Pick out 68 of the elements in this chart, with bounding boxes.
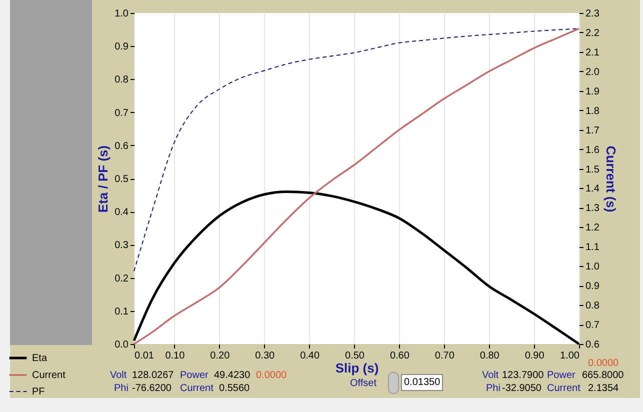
text: Power <box>180 370 208 381</box>
text: Phi <box>486 383 500 394</box>
text: Power <box>547 370 576 381</box>
x-tick-label: 0.01 <box>134 350 154 362</box>
y-tick-label: 0.0 <box>114 340 129 350</box>
x-tick-label: 0.30 <box>255 350 276 362</box>
text: Volt <box>482 370 499 381</box>
y-tick-label: 0.5 <box>114 174 129 185</box>
line-series <box>134 28 580 272</box>
y2-tick-label: 1.7 <box>586 125 600 136</box>
y-tick-label: 0.4 <box>114 207 129 218</box>
text: 0.0000 <box>588 358 619 369</box>
y-tick-label: 0.3 <box>114 240 129 252</box>
text: 128.0267 <box>132 370 174 381</box>
x-tick-label: 0.50 <box>345 350 365 362</box>
legend-label: Current <box>32 370 66 381</box>
y2-tick-label: 1.2 <box>586 222 600 234</box>
y-tick-label: 0.6 <box>114 140 129 152</box>
text: 665.8000 <box>582 370 624 381</box>
x-tick-label: 0.80 <box>480 350 500 362</box>
y-tick-label: 0.9 <box>114 42 129 53</box>
y2-tick-label: 1.0 <box>586 262 600 273</box>
y2-tick-label: 1.3 <box>586 203 600 214</box>
y-tick-label: 0.8 <box>114 74 129 86</box>
y2-tick-label: 2.1 <box>586 47 600 58</box>
y2-tick-label: 0.7 <box>586 320 600 332</box>
text: 0.01350 <box>401 374 444 391</box>
legend-label: PF <box>32 386 45 398</box>
y2-tick-label: 0.8 <box>586 300 600 312</box>
y-tick-label: 1.0 <box>114 8 129 20</box>
x-tick-label: 0.10 <box>165 350 186 362</box>
text: Volt <box>110 370 127 381</box>
text: -76.6200 <box>132 383 172 394</box>
text: 49.4230 <box>214 370 250 381</box>
text: Phi <box>114 383 128 394</box>
x-tick-label: 0.20 <box>210 350 230 362</box>
y2-tick-label: 2.3 <box>586 8 600 20</box>
y2-tick-label: 1.1 <box>586 242 600 254</box>
y2-tick-label: 2.2 <box>586 28 600 39</box>
y2-tick-label: 2.0 <box>586 66 600 78</box>
text: 123.7900 <box>502 370 544 381</box>
text: Offset <box>350 378 376 389</box>
y-tick-label: 0.1 <box>114 306 129 318</box>
legend-label: Eta <box>32 353 48 364</box>
text: 0.0000 <box>256 370 287 381</box>
y2-tick-label: 1.6 <box>586 144 600 156</box>
y2-axis-title: Current (s) <box>603 146 618 212</box>
line-series <box>133 28 580 345</box>
text: Current <box>180 383 214 394</box>
x-axis-title: Slip (s) <box>335 360 379 376</box>
x-tick-label: 1.00 <box>560 350 580 362</box>
y2-tick-label: 1.4 <box>586 184 600 195</box>
y-axis-title: Eta / PF (s) <box>96 145 111 213</box>
x-tick-label: 0.90 <box>524 350 545 362</box>
text: Current <box>547 383 580 394</box>
x-tick-label: 0.40 <box>300 350 320 362</box>
y2-tick-label: 1.8 <box>586 106 600 117</box>
y2-tick-label: 1.9 <box>586 86 600 98</box>
y2-tick-label: 0.9 <box>586 281 600 292</box>
x-tick-label: 0.60 <box>390 350 410 362</box>
x-tick-label: 0.70 <box>434 350 455 362</box>
y-tick-label: 0.7 <box>114 108 129 119</box>
text: 2.1354 <box>588 383 619 394</box>
y2-tick-label: 0.6 <box>586 340 600 350</box>
text: -32.9050 <box>502 383 542 394</box>
y-tick-label: 0.2 <box>114 273 129 284</box>
text: 0.5560 <box>219 383 250 394</box>
y2-tick-label: 1.5 <box>586 164 600 176</box>
